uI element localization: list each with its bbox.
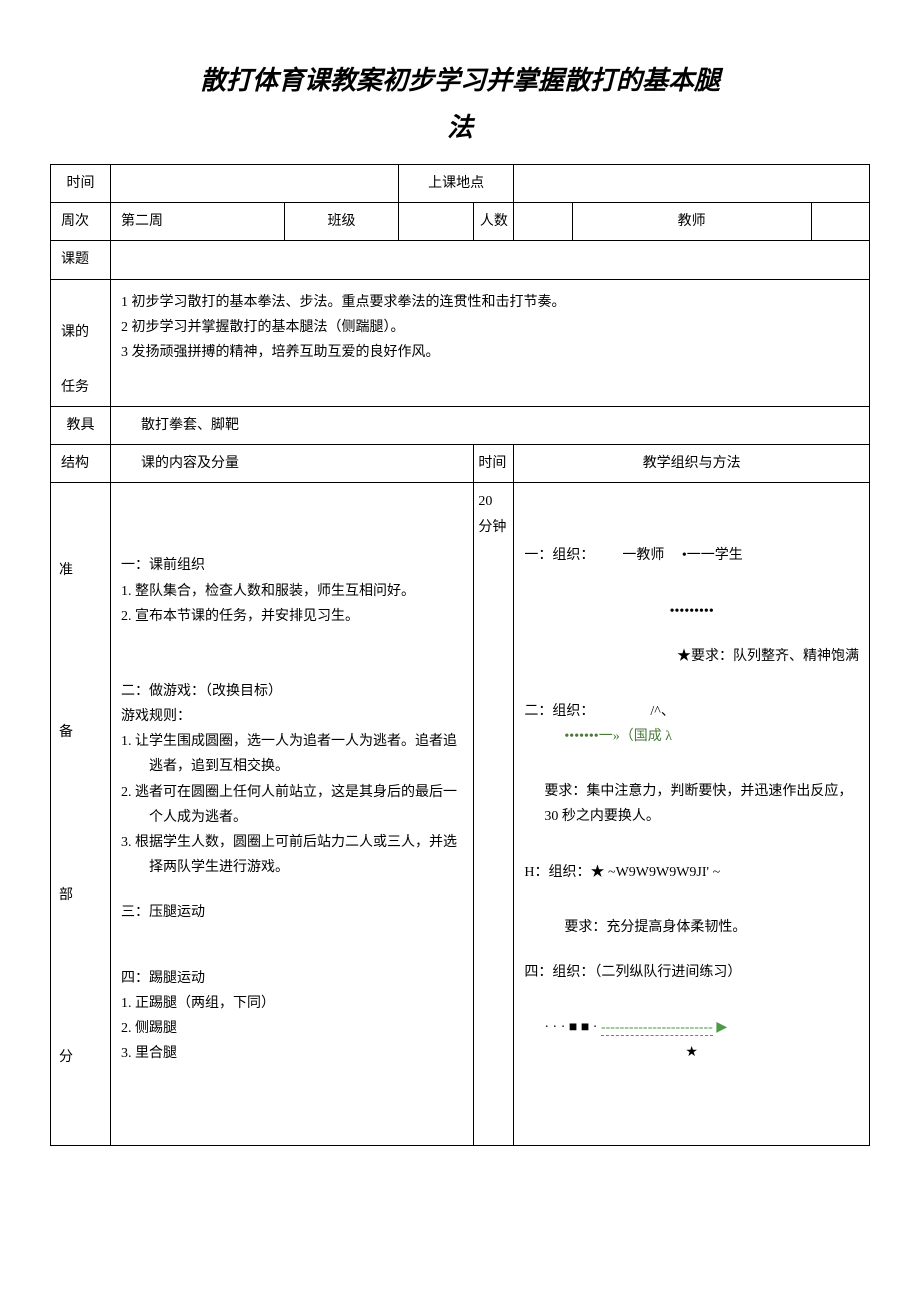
method-3-label: H：组织：★ ~W9W9W9W9JI' ~ — [524, 860, 859, 885]
time-column: 20 分钟 — [474, 483, 514, 1146]
method-1-req: ★要求：队列整齐、精神饱满 — [524, 644, 859, 669]
topic-row: 课题 — [51, 241, 870, 279]
week-value: 第二周 — [111, 203, 285, 241]
section-2-item-3: 3. 根据学生人数，圆圈上可前后站力二人或三人，并选择两队学生进行游戏。 — [121, 830, 463, 880]
header-row-1: 时间 上课地点 — [51, 165, 870, 203]
method-4-star: ★ — [524, 1040, 859, 1065]
section-2-item-2: 2. 逃者可在圆圈上任何人前站立，这是其身后的最后一个人成为逃者。 — [121, 780, 463, 830]
method-4-label: 四：组织：（二列纵队行进间练习） — [524, 960, 859, 985]
content-column: 一：课前组织 1. 整队集合，检查人数和服装，师生互相问好。 2. 宣布本节课的… — [111, 483, 474, 1146]
structure-char-2: 备 — [59, 720, 106, 745]
main-content-row: 准 备 部 分 一：课前组织 1. 整队集合，检查人数和服装，师生互相问好。 2… — [51, 483, 870, 1146]
structure-header: 结构 — [51, 445, 111, 483]
section-header-row: 结构 课的内容及分量 时间 教学组织与方法 — [51, 445, 870, 483]
method-1-dots: ••••••••• — [524, 599, 859, 624]
method-4-symbols: · · · ■ ■ · ------------------------ ▶ — [524, 1015, 859, 1040]
page-title-line2: 法 — [50, 107, 870, 144]
task-row: 课的 任务 1 初步学习散打的基本拳法、步法。重点要求拳法的连贯性和击打节奏。 … — [51, 279, 870, 406]
equipment-label: 教具 — [51, 406, 111, 444]
method-1-label: 一：组织： 一教师 •一一学生 — [524, 543, 859, 568]
task-content: 1 初步学习散打的基本拳法、步法。重点要求拳法的连贯性和击打节奏。 2 初步学习… — [111, 279, 870, 406]
header-row-2: 周次 第二周 班级 人数 教师 — [51, 203, 870, 241]
equipment-row: 教具 散打拳套、脚靶 — [51, 406, 870, 444]
class-value — [398, 203, 473, 241]
time-header: 时间 — [474, 445, 514, 483]
method-2-text: •••••••一»（国成 λ — [524, 724, 859, 749]
week-label: 周次 — [51, 203, 111, 241]
topic-label: 课题 — [51, 241, 111, 279]
location-label: 上课地点 — [398, 165, 513, 203]
section-1-title: 一：课前组织 — [121, 553, 463, 578]
method-column: 一：组织： 一教师 •一一学生 ••••••••• ★要求：队列整齐、精神饱满 … — [514, 483, 870, 1146]
equipment-value: 散打拳套、脚靶 — [111, 406, 870, 444]
method-3-req: 要求：充分提高身体柔韧性。 — [524, 915, 859, 940]
section-1-item-1: 1. 整队集合，检查人数和服装，师生互相问好。 — [121, 579, 463, 604]
task-item-1: 1 初步学习散打的基本拳法、步法。重点要求拳法的连贯性和击打节奏。 — [121, 290, 859, 315]
section-4-item-2: 2. 侧踢腿 — [121, 1016, 463, 1041]
task-item-2: 2 初步学习并掌握散打的基本腿法（侧踹腿）。 — [121, 315, 859, 340]
structure-char-4: 分 — [59, 1045, 106, 1070]
count-label: 人数 — [474, 203, 514, 241]
structure-char-3: 部 — [59, 883, 106, 908]
section-4-title: 四：踢腿运动 — [121, 966, 463, 991]
page-title-line1: 散打体育课教案初步学习并掌握散打的基本腿 — [50, 60, 870, 97]
time-label: 时间 — [51, 165, 111, 203]
teacher-value — [811, 203, 869, 241]
section-2-rules-label: 游戏规则： — [121, 704, 463, 729]
location-value — [514, 165, 870, 203]
task-label: 课的 任务 — [51, 279, 111, 406]
method-header: 教学组织与方法 — [514, 445, 870, 483]
section-4-item-3: 3. 里合腿 — [121, 1041, 463, 1066]
section-3-title: 三：压腿运动 — [121, 900, 463, 925]
count-value — [514, 203, 572, 241]
structure-char-1: 准 — [59, 558, 106, 583]
method-2-req: 要求：集中注意力，判断要快，并迅速作出反应，30 秒之内要换人。 — [524, 779, 859, 829]
lesson-plan-table: 时间 上课地点 周次 第二周 班级 人数 教师 课题 课的 任务 1 初步学习散… — [50, 164, 870, 1146]
method-2-label: 二：组织： /^、 — [524, 699, 859, 724]
section-1-item-2: 2. 宣布本节课的任务，并安排见习生。 — [121, 604, 463, 629]
content-header: 课的内容及分量 — [111, 445, 474, 483]
structure-column: 准 备 部 分 — [51, 483, 111, 1146]
time-value — [111, 165, 399, 203]
section-4-item-1: 1. 正踢腿（两组，下同） — [121, 991, 463, 1016]
teacher-label: 教师 — [572, 203, 811, 241]
section-2-item-1: 1. 让学生围成圆圈，选一人为追者一人为逃者。追者追逃者，追到互相交换。 — [121, 729, 463, 779]
class-label: 班级 — [285, 203, 399, 241]
topic-value — [111, 241, 870, 279]
task-item-3: 3 发扬顽强拼搏的精神，培养互助互爱的良好作风。 — [121, 340, 859, 365]
section-2-title: 二：做游戏：（改换目标） — [121, 679, 463, 704]
